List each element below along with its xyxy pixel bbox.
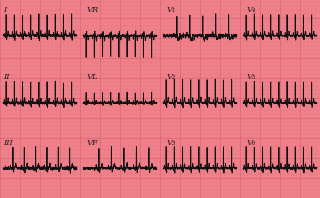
- Text: V₁: V₁: [166, 6, 176, 14]
- Text: III: III: [3, 139, 13, 147]
- Text: VF: VF: [86, 139, 98, 147]
- Text: V₃: V₃: [166, 139, 176, 147]
- Text: I: I: [3, 6, 6, 14]
- Text: V₂: V₂: [166, 73, 176, 81]
- Text: V₆: V₆: [246, 139, 256, 147]
- Text: II: II: [3, 73, 10, 81]
- Text: VR: VR: [86, 6, 99, 14]
- Text: V₄: V₄: [246, 6, 256, 14]
- Text: V₅: V₅: [246, 73, 256, 81]
- Text: VL: VL: [86, 73, 98, 81]
